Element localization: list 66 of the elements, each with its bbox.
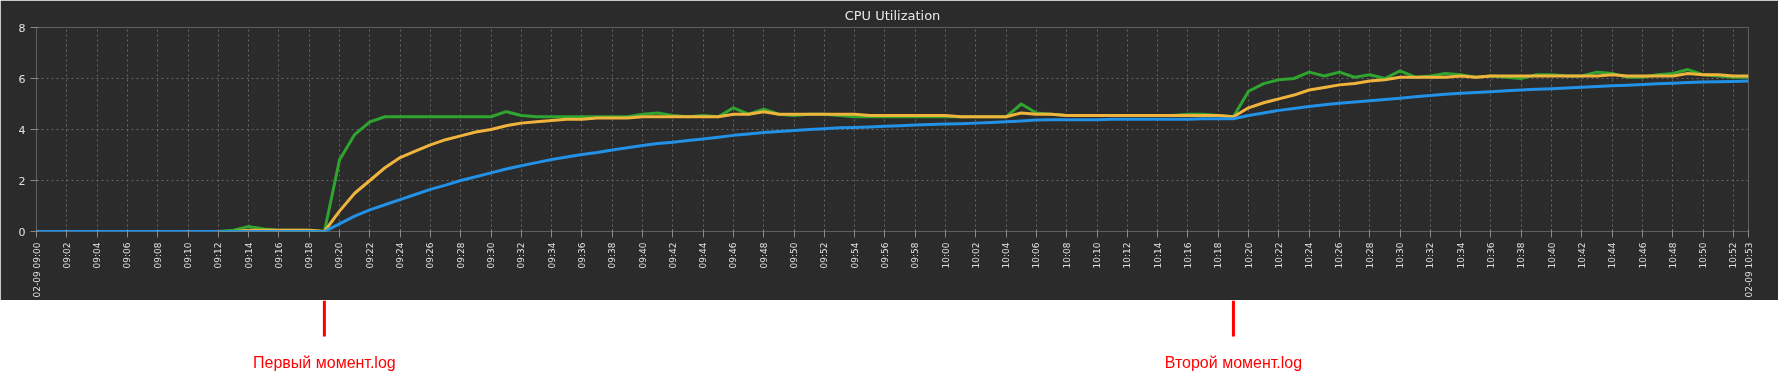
x-tick-label: 10:34 — [1455, 242, 1466, 269]
x-tick-label: 09:50 — [789, 242, 800, 269]
x-tick-label: 02-09 10:53 — [1743, 242, 1754, 298]
x-tick-label: 10:38 — [1516, 242, 1527, 269]
x-tick-label: 10:22 — [1273, 242, 1284, 269]
x-tick-label: 09:34 — [546, 242, 557, 269]
x-tick-label: 10:00 — [940, 242, 951, 269]
x-tick-label: 09:48 — [758, 242, 769, 269]
x-tick-label: 09:28 — [455, 242, 466, 269]
y-tick-label: 2 — [18, 174, 26, 188]
x-tick-label: 10:42 — [1576, 242, 1587, 269]
x-tick-label: 10:20 — [1243, 242, 1254, 269]
x-tick-label: 09:54 — [849, 242, 860, 269]
x-tick-label: 09:10 — [183, 242, 194, 269]
x-tick-label: 09:40 — [637, 242, 648, 269]
chart-title: CPU Utilization — [844, 7, 941, 23]
x-tick-label: 09:42 — [667, 242, 678, 269]
x-tick-label: 09:44 — [698, 242, 709, 269]
x-tick-label: 10:46 — [1637, 242, 1648, 269]
x-tick-label: 09:58 — [910, 242, 921, 269]
x-tick-label: 09:18 — [304, 242, 315, 269]
x-tick-label: 09:56 — [879, 242, 890, 269]
x-tick-label: 10:08 — [1061, 242, 1072, 269]
x-tick-label: 09:30 — [486, 242, 497, 269]
ref-line-label: Второй момент.log — [1164, 354, 1303, 372]
x-tick-label: 09:04 — [92, 242, 103, 269]
x-tick-label: 10:48 — [1667, 242, 1678, 269]
y-tick-label: 8 — [18, 21, 26, 35]
x-tick-label: 09:38 — [607, 242, 618, 269]
x-tick-label: 10:16 — [1182, 242, 1193, 269]
x-tick-label: 10:30 — [1395, 242, 1406, 269]
x-tick-label: 09:32 — [516, 242, 527, 269]
x-tick-label: 02-09 09:00 — [31, 242, 42, 298]
x-tick-label: 09:08 — [152, 242, 163, 269]
x-tick-label: 09:36 — [576, 242, 587, 269]
x-tick-label: 10:18 — [1213, 242, 1224, 269]
y-tick-label: 6 — [18, 72, 26, 86]
x-tick-label: 09:22 — [364, 242, 375, 269]
x-tick-label: 10:26 — [1334, 242, 1345, 269]
x-tick-label: 10:40 — [1546, 242, 1557, 269]
x-tick-label: 10:32 — [1425, 242, 1436, 269]
x-tick-label: 10:14 — [1152, 242, 1163, 269]
x-tick-label: 10:06 — [1031, 242, 1042, 269]
x-tick-label: 10:50 — [1698, 242, 1709, 269]
ref-line-label: Первый момент.log — [253, 354, 396, 372]
x-tick-label: 09:02 — [61, 242, 72, 269]
x-tick-label: 10:10 — [1092, 242, 1103, 269]
x-tick-label: 09:24 — [395, 242, 406, 269]
x-tick-label: 09:14 — [243, 242, 254, 269]
x-tick-label: 09:20 — [334, 242, 345, 269]
x-tick-label: 10:12 — [1122, 242, 1133, 269]
y-tick-label: 4 — [18, 123, 26, 137]
x-tick-label: 10:52 — [1728, 242, 1739, 269]
x-tick-label: 10:02 — [970, 242, 981, 269]
x-tick-label: 09:26 — [425, 242, 436, 269]
x-tick-label: 09:12 — [213, 242, 224, 269]
x-tick-label: 10:36 — [1485, 242, 1496, 269]
y-tick-label: 0 — [18, 225, 26, 239]
x-tick-label: 09:52 — [819, 242, 830, 269]
x-tick-label: 09:46 — [728, 242, 739, 269]
x-tick-label: 10:24 — [1304, 242, 1315, 269]
x-tick-label: 09:06 — [122, 242, 133, 269]
x-tick-label: 10:28 — [1364, 242, 1375, 269]
x-tick-label: 10:04 — [1001, 242, 1012, 269]
x-tick-label: 10:44 — [1607, 242, 1618, 269]
x-tick-label: 09:16 — [273, 242, 284, 269]
